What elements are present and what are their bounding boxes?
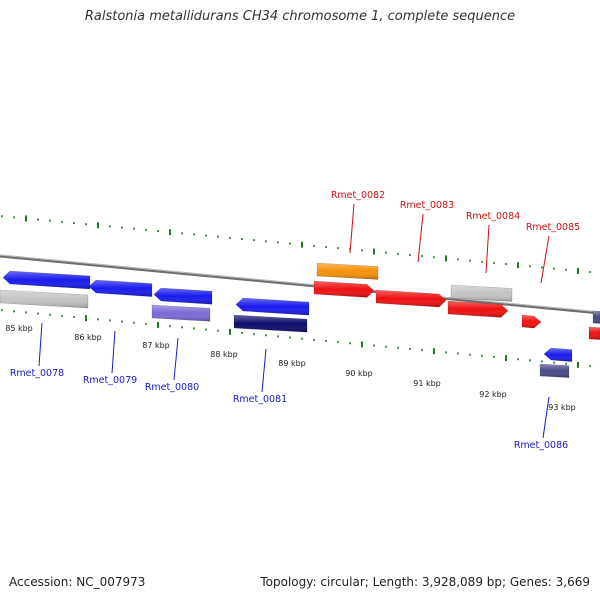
gene-leader-line: [111, 330, 116, 374]
scale-label: 93 kbp: [548, 403, 576, 412]
gene-arrow-shading: [3, 271, 90, 289]
gene-label[interactable]: Rmet_0078: [10, 368, 64, 379]
gene-leader-line: [485, 224, 490, 274]
gene-leader-line: [38, 322, 43, 367]
gene-arrow-shading: [236, 298, 309, 316]
chromosome-backbone: [0, 254, 600, 315]
map-title: Ralstonia metallidurans CH34 chromosome …: [84, 9, 516, 24]
gene-arrow-shading: [451, 285, 512, 302]
gene-arrow-shading: [152, 305, 210, 322]
gene-leader-line: [417, 213, 424, 263]
upper-tick-track: [1, 215, 591, 274]
gene-arrow-shading: [522, 315, 541, 329]
gene-arrow-shading: [589, 327, 600, 340]
scale-label: 86 kbp: [74, 333, 102, 342]
gene-arrow-shading: [154, 288, 212, 305]
gene-arrow-shading: [317, 263, 378, 280]
gene-label[interactable]: Rmet_0079: [83, 375, 137, 386]
scale-label: 91 kbp: [413, 379, 441, 388]
gene-arrow-shading: [314, 281, 374, 298]
gene-arrow-shading: [89, 280, 152, 297]
chromosome-backbone-highlight: [0, 254, 600, 313]
scale-label: 90 kbp: [345, 369, 373, 378]
scale-label: 92 kbp: [479, 390, 507, 399]
gene-leader-line: [173, 337, 179, 381]
gene-label[interactable]: Rmet_0081: [233, 394, 287, 405]
gene-label[interactable]: Rmet_0083: [400, 200, 454, 211]
gene-leader-line: [349, 203, 355, 254]
scale-label: 85 kbp: [5, 324, 33, 333]
genome-summary-text: Topology: circular; Length: 3,928,089 bp…: [260, 575, 590, 589]
gene-arrow-shading: [593, 311, 600, 324]
gene-label[interactable]: Rmet_0086: [514, 440, 568, 451]
scale-label: 89 kbp: [278, 359, 306, 368]
lower-tick-track: [1, 309, 591, 368]
scale-label: 88 kbp: [210, 350, 238, 359]
gene-arrow-shading: [376, 290, 446, 307]
gene-arrow-shading: [540, 364, 569, 378]
gene-arrow-shading: [234, 315, 307, 333]
gene-arrow-shading: [0, 290, 88, 309]
gene-leader-line: [542, 396, 550, 439]
gene-label[interactable]: Rmet_0084: [466, 211, 520, 222]
gene-leader-line: [261, 348, 267, 393]
gene-label[interactable]: Rmet_0085: [526, 222, 580, 233]
scale-label: 87 kbp: [142, 341, 170, 350]
gene-arrow-shading: [448, 301, 508, 318]
gene-arrow-shading: [544, 348, 572, 362]
gene-leader-line: [540, 235, 550, 284]
gene-label[interactable]: Rmet_0082: [331, 190, 385, 201]
gene-label[interactable]: Rmet_0080: [145, 382, 199, 393]
accession-text: Accession: NC_007973: [9, 575, 146, 589]
